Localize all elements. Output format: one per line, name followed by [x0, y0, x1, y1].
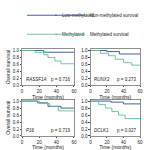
- svg-text:0.8: 0.8: [13, 106, 20, 111]
- svg-text:0: 0: [89, 89, 92, 94]
- svg-text:0.0: 0.0: [81, 134, 88, 139]
- svg-text:20: 20: [37, 140, 43, 145]
- svg-text:p = 0.273: p = 0.273: [117, 77, 136, 82]
- svg-text:40: 40: [121, 140, 127, 145]
- svg-text:60: 60: [71, 89, 77, 94]
- svg-text:0.8: 0.8: [81, 106, 88, 111]
- svg-text:RASSF1A: RASSF1A: [26, 77, 47, 82]
- svg-text:0.6: 0.6: [13, 62, 20, 67]
- svg-text:0.8: 0.8: [13, 55, 20, 60]
- svg-text:p = 0.719: p = 0.719: [51, 128, 70, 133]
- svg-text:0.0: 0.0: [81, 83, 88, 88]
- svg-text:0: 0: [21, 89, 24, 94]
- svg-text:Methylated survival: Methylated survival: [90, 32, 129, 37]
- svg-text:0.2: 0.2: [81, 127, 88, 132]
- svg-text:0: 0: [89, 140, 92, 145]
- svg-text:0.8: 0.8: [81, 55, 88, 60]
- svg-text:P16: P16: [26, 128, 35, 133]
- svg-text:60: 60: [137, 140, 143, 145]
- svg-text:20: 20: [104, 89, 110, 94]
- svg-text:Non-methylated survival: Non-methylated survival: [90, 13, 138, 18]
- svg-text:40: 40: [121, 89, 127, 94]
- svg-text:0.0: 0.0: [13, 134, 20, 139]
- svg-text:0.6: 0.6: [81, 113, 88, 118]
- svg-text:Overall survival: Overall survival: [5, 101, 11, 135]
- svg-text:20: 20: [37, 89, 43, 94]
- svg-text:1.0: 1.0: [13, 99, 20, 104]
- svg-text:60: 60: [137, 89, 143, 94]
- svg-text:Time (months): Time (months): [32, 94, 64, 100]
- svg-text:1.0: 1.0: [81, 99, 88, 104]
- svg-text:0: 0: [21, 140, 24, 145]
- svg-text:0.2: 0.2: [13, 76, 20, 81]
- svg-text:Methylated: Methylated: [62, 32, 84, 37]
- svg-text:0.2: 0.2: [81, 76, 88, 81]
- svg-text:20: 20: [104, 140, 110, 145]
- svg-text:Time (months): Time (months): [32, 144, 64, 150]
- svg-text:Time (months): Time (months): [99, 94, 131, 100]
- svg-text:40: 40: [54, 140, 60, 145]
- svg-text:0.4: 0.4: [13, 120, 20, 125]
- svg-text:1.0: 1.0: [13, 48, 20, 53]
- svg-text:40: 40: [54, 89, 60, 94]
- svg-text:Time (months): Time (months): [99, 144, 131, 150]
- svg-text:0.2: 0.2: [13, 127, 20, 132]
- svg-text:p = 0.716: p = 0.716: [51, 77, 70, 82]
- svg-text:DCLK1: DCLK1: [94, 128, 109, 133]
- svg-text:0.6: 0.6: [81, 62, 88, 67]
- svg-text:0.4: 0.4: [81, 69, 88, 74]
- svg-text:1.0: 1.0: [81, 48, 88, 53]
- svg-text:60: 60: [71, 140, 77, 145]
- svg-text:RUNX3: RUNX3: [94, 77, 110, 82]
- svg-text:p = 0.027: p = 0.027: [117, 128, 136, 133]
- svg-text:0.4: 0.4: [81, 120, 88, 125]
- svg-text:Overall survival: Overall survival: [5, 50, 11, 84]
- svg-text:0.6: 0.6: [13, 113, 20, 118]
- svg-text:0.4: 0.4: [13, 69, 20, 74]
- svg-text:0.0: 0.0: [13, 83, 20, 88]
